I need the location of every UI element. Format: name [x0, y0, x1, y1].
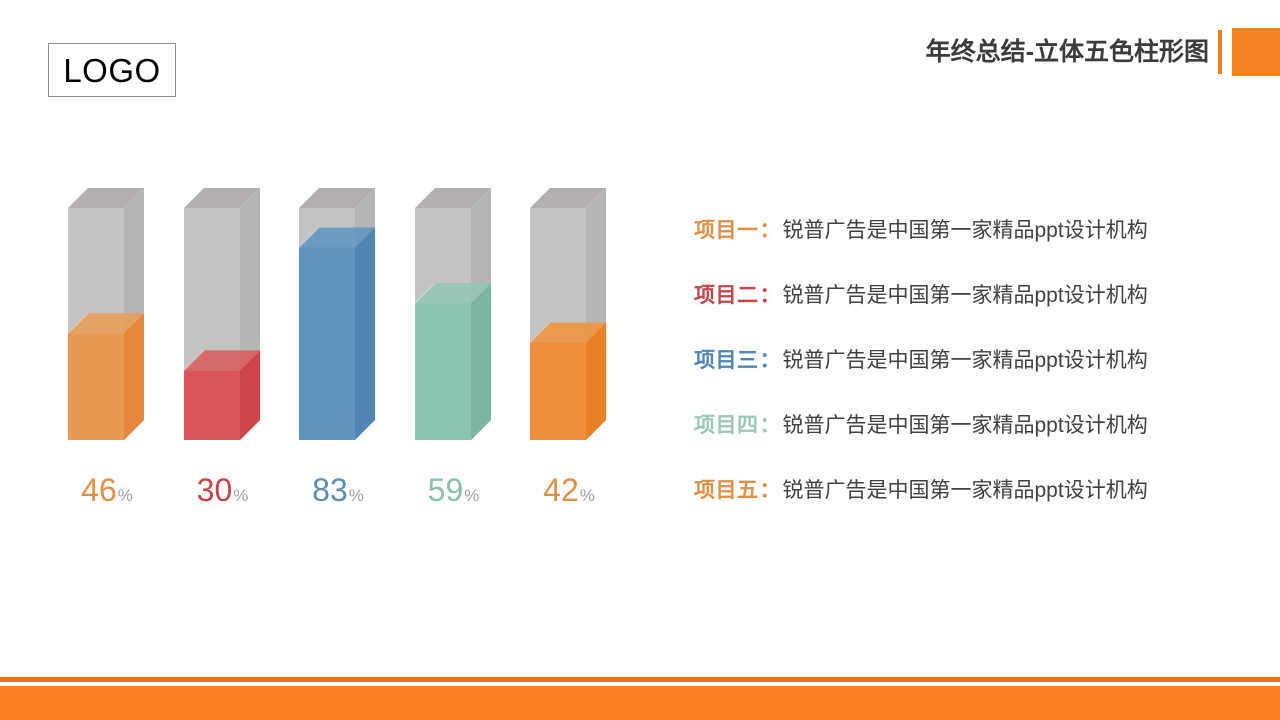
legend-item-colon-1: ： [759, 218, 781, 242]
bar-value-percent-4: % [464, 486, 480, 505]
legend-item-desc-4: 锐普广告是中国第一家精品ppt设计机构 [782, 413, 1148, 437]
bar-fill-cap-2 [183, 350, 260, 371]
legend-item-3[interactable]: 项目三：锐普广告是中国第一家精品ppt设计机构 [694, 326, 1254, 391]
logo-box: LOGO [48, 43, 176, 97]
logo-text: LOGO [63, 51, 161, 89]
legend-list: 项目一：锐普广告是中国第一家精品ppt设计机构 项目二：锐普广告是中国第一家精品p… [694, 196, 1254, 521]
bar-grey-cap-5 [530, 188, 606, 208]
bar-base-notch-2 [183, 440, 260, 464]
legend-item-colon-4: ： [759, 413, 781, 437]
bar-cap-crease-4 [414, 282, 435, 304]
legend-item-desc-3: 锐普广告是中国第一家精品ppt设计机构 [782, 348, 1148, 372]
legend-item-desc-5: 锐普广告是中国第一家精品ppt设计机构 [782, 478, 1148, 502]
bar-value-label-3: 83% [299, 474, 377, 506]
legend-item-key-2: 项目二 [694, 283, 759, 307]
bar-value-label-5: 42% [530, 474, 608, 506]
bar-cap-crease-2 [183, 350, 204, 371]
bar-group-4: 59% [414, 0, 493, 506]
bar-group-5: 42% [530, 0, 608, 506]
bar-group-1: 46% [68, 0, 146, 506]
bar-base-notch-5 [530, 440, 606, 464]
bar-value-number-4: 59 [427, 472, 464, 508]
legend-item-key-4: 项目四 [694, 413, 759, 437]
bar-value-percent-1: % [117, 486, 133, 505]
column-chart: 46% 30% 83% 59% 42% [0, 0, 660, 520]
bar-value-label-1: 46% [68, 474, 146, 506]
bar-value-number-1: 46 [81, 472, 117, 508]
footer-thin-rule [0, 677, 1280, 682]
legend-item-colon-5: ： [759, 478, 781, 502]
legend-item-desc-1: 锐普广告是中国第一家精品ppt设计机构 [782, 218, 1148, 242]
bar-base-notch-1 [68, 440, 144, 464]
bar-fill-cap-4 [414, 283, 491, 304]
bar-value-percent-5: % [579, 486, 595, 505]
bar-cap-crease-1 [68, 312, 89, 334]
bar-fill-side-4 [470, 283, 491, 440]
legend-item-1[interactable]: 项目一：锐普广告是中国第一家精品ppt设计机构 [694, 196, 1254, 261]
bar-fill-side-2 [239, 350, 260, 440]
bar-fill-front-1 [68, 333, 124, 440]
bar-fill-cap-5 [530, 322, 606, 343]
bar-column-3 [299, 188, 375, 464]
bar-column-4 [414, 188, 491, 464]
bar-value-label-4: 59% [415, 474, 493, 506]
bar-value-number-2: 30 [196, 472, 233, 508]
bar-column-5 [530, 188, 606, 464]
bar-column-2 [183, 188, 260, 464]
bar-fill-side-1 [124, 313, 144, 440]
footer-band [0, 686, 1280, 720]
bar-fill-front-5 [530, 342, 586, 440]
bar-grey-cap-1 [68, 188, 144, 208]
legend-item-5[interactable]: 项目五：锐普广告是中国第一家精品ppt设计机构 [694, 456, 1254, 521]
bar-base-notch-3 [299, 440, 375, 464]
legend-item-4[interactable]: 项目四：锐普广告是中国第一家精品ppt设计机构 [694, 391, 1254, 456]
bar-cap-crease-3 [299, 227, 320, 248]
bar-fill-cap-1 [68, 313, 144, 334]
title-accent-square [1232, 28, 1280, 76]
slide-title-group: 年终总结-立体五色柱形图 [926, 28, 1280, 76]
legend-item-colon-2: ： [759, 283, 781, 307]
bar-grey-cap-2 [183, 188, 260, 208]
bar-value-percent-3: % [348, 486, 364, 505]
bar-fill-front-4 [414, 303, 471, 440]
bar-fill-cap-3 [299, 227, 375, 248]
legend-item-key-3: 项目三 [694, 348, 759, 372]
legend-item-key-1: 项目一 [694, 218, 759, 242]
bar-column-1 [68, 188, 144, 464]
bar-base-notch-4 [414, 440, 491, 464]
bar-fill-side-5 [586, 322, 606, 440]
bar-group-2: 30% [183, 0, 262, 506]
bar-grey-cap-4 [414, 188, 491, 208]
bar-fill-side-3 [355, 227, 375, 440]
bar-value-number-5: 42 [543, 472, 579, 508]
bar-group-3: 83% [299, 0, 377, 506]
bar-fill-front-2 [183, 370, 240, 440]
bar-cap-crease-5 [530, 322, 551, 343]
legend-item-colon-3: ： [759, 348, 781, 372]
legend-item-desc-2: 锐普广告是中国第一家精品ppt设计机构 [782, 283, 1148, 307]
bar-grey-cap-3 [299, 188, 375, 208]
bar-fill-front-3 [299, 247, 355, 440]
legend-item-2[interactable]: 项目二：锐普广告是中国第一家精品ppt设计机构 [694, 261, 1254, 326]
page-title: 年终总结-立体五色柱形图 [925, 38, 1209, 66]
bar-value-percent-2: % [233, 486, 249, 505]
bar-value-number-3: 83 [312, 472, 348, 508]
title-accent-rule [1218, 30, 1222, 74]
bar-value-label-2: 30% [184, 474, 262, 506]
legend-item-key-5: 项目五 [694, 478, 759, 502]
